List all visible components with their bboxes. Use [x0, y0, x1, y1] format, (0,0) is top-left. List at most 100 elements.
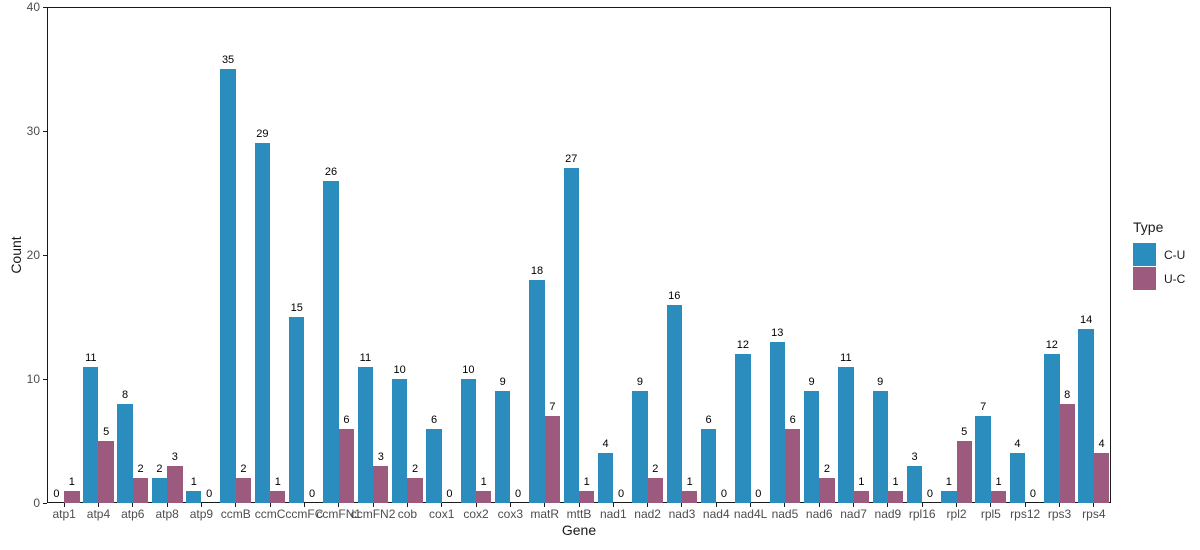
x-axis-tick: [647, 503, 649, 507]
x-tick-label: cox1: [429, 507, 455, 521]
bar-value-label: 9: [636, 376, 643, 389]
bar-c-u-ccmFC: [289, 317, 305, 503]
x-axis-tick: [544, 503, 546, 507]
x-axis-tick: [990, 503, 992, 507]
bar-value-label: 4: [1014, 438, 1021, 451]
bar-value-label: 11: [840, 351, 852, 364]
bar-c-u-atp9: [186, 490, 202, 503]
bar-c-u-nad1: [597, 453, 614, 503]
legend-title: Type: [1133, 219, 1164, 235]
bar-value-label: 6: [343, 413, 350, 426]
bar-value-label: 2: [412, 463, 419, 476]
bar-u-c-nad6: [819, 478, 835, 503]
bar-value-label: 0: [926, 488, 933, 500]
bar-c-u-nad4: [700, 428, 717, 503]
bar-u-c-matR: [544, 416, 561, 503]
bar-value-label: 4: [602, 438, 609, 451]
bar-u-c-mttB: [579, 490, 595, 503]
bar-c-u-rps3: [1044, 354, 1060, 503]
x-axis-tick: [97, 503, 99, 507]
legend-entry-c-u: C-U: [1133, 243, 1185, 266]
bar-value-label: 0: [53, 488, 60, 500]
legend-label-c-u: C-U: [1164, 247, 1186, 262]
bar-u-c-cob: [407, 478, 423, 503]
y-axis-tick: [43, 6, 47, 8]
bar-value-label: 3: [171, 450, 178, 463]
bar-c-u-cox1: [426, 428, 442, 503]
x-tick-label: atp1: [52, 507, 76, 521]
bar-value-label: 7: [980, 401, 987, 414]
bar-u-c-rpl2: [956, 441, 972, 503]
x-axis-tick: [441, 503, 443, 507]
bar-c-u-ccmFN1: [323, 180, 339, 503]
x-axis-tick: [166, 503, 168, 507]
x-tick-label: atp9: [189, 507, 214, 521]
bar-value-label: 0: [1029, 488, 1036, 500]
bar-u-c-ccmFN2: [373, 465, 389, 503]
bar-value-label: 29: [256, 128, 269, 141]
y-axis-tick: [43, 502, 47, 504]
x-axis-tick: [269, 503, 271, 507]
bar-u-c-nad2: [647, 478, 664, 503]
bar-value-label: 2: [240, 463, 247, 476]
x-tick-label: atp4: [86, 507, 111, 521]
x-axis-tick: [63, 503, 65, 507]
x-axis-tick: [509, 503, 511, 507]
bar-c-u-ccmB: [220, 69, 236, 503]
bar-u-c-atp1: [64, 490, 80, 503]
bar-value-label: 0: [720, 488, 728, 500]
x-tick-label: nad1: [599, 507, 627, 521]
x-tick-label: nad5: [771, 507, 799, 521]
x-axis-tick: [200, 503, 202, 507]
x-tick-label: rps4: [1082, 507, 1106, 521]
legend-swatch-c-u: [1133, 243, 1156, 266]
x-axis-tick: [338, 503, 340, 507]
y-tick-label: 40: [26, 0, 40, 14]
x-axis-tick: [612, 503, 614, 507]
bar-u-c-rps3: [1059, 403, 1075, 503]
bar-value-label: 2: [156, 463, 163, 476]
x-tick-label: nad3: [668, 507, 696, 521]
bar-value-label: 5: [961, 426, 968, 438]
bar-value-label: 1: [858, 475, 865, 488]
bar-u-c-atp4: [98, 441, 114, 503]
bar-value-label: 0: [617, 488, 625, 500]
bar-value-label: 1: [68, 475, 75, 488]
bar-value-label: 1: [892, 475, 899, 488]
bar-value-label: 1: [480, 475, 487, 488]
bar-c-u-cox3: [494, 391, 511, 503]
y-axis-title: Count: [8, 236, 24, 274]
bar-c-u-nad7: [838, 366, 854, 503]
legend: Type C-U U-C: [1133, 219, 1185, 291]
x-axis-tick: [235, 503, 237, 507]
x-tick-label: nad9: [874, 507, 902, 521]
bar-value-label: 10: [393, 364, 406, 376]
bar-u-c-nad3: [681, 490, 698, 503]
x-tick-label: rps12: [1010, 507, 1041, 521]
bar-u-c-atp6: [132, 478, 149, 503]
x-axis-tick: [1093, 503, 1095, 507]
x-tick-label: rpl16: [908, 507, 936, 521]
bar-c-u-matR: [529, 279, 545, 503]
bar-c-u-nad5: [769, 341, 785, 503]
y-tick-label: 10: [26, 372, 40, 386]
x-axis-tick: [921, 503, 923, 507]
bar-u-c-ccmC: [270, 490, 286, 503]
x-tick-label: ccmFN1: [316, 507, 362, 521]
bar-c-u-atp6: [117, 403, 133, 503]
x-tick-label: nad7: [840, 507, 867, 521]
y-tick-label: 0: [33, 496, 40, 510]
legend-swatch-u-c: [1133, 267, 1156, 290]
bar-value-label: 4: [1098, 438, 1105, 451]
bar-c-u-ccmC: [254, 143, 271, 503]
bar-u-c-ccmB: [235, 478, 252, 503]
x-tick-label: nad4: [702, 507, 730, 521]
bar-value-label: 13: [771, 326, 784, 339]
x-tick-label: cob: [397, 507, 418, 521]
x-axis-tick: [578, 503, 580, 507]
bar-value-label: 0: [446, 488, 453, 500]
bar-value-label: 0: [755, 488, 762, 500]
bar-value-label: 11: [85, 351, 97, 364]
x-tick-label: rpl5: [980, 507, 1001, 521]
bar-c-u-cox2: [460, 379, 477, 503]
